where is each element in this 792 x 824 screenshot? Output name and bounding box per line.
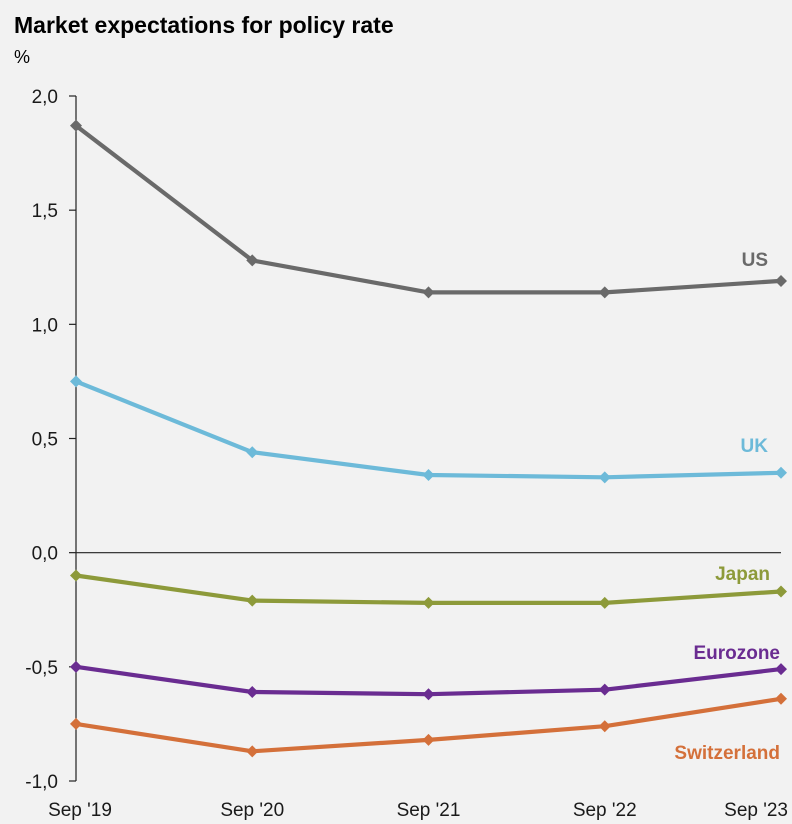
series-label-eurozone: Eurozone: [693, 643, 780, 664]
chart-title: Market expectations for policy rate: [14, 12, 394, 38]
y-tick-label: -1,0: [25, 772, 58, 793]
data-point-japan: [70, 569, 82, 582]
data-point-switzerland: [598, 720, 611, 733]
x-tick-label: Sep '22: [573, 800, 637, 821]
data-point-uk: [70, 375, 82, 388]
y-tick-label: 1,0: [32, 315, 58, 336]
x-tick-label: Sep '23: [724, 800, 788, 821]
data-point-us: [422, 286, 435, 299]
x-tick-label: Sep '21: [397, 800, 461, 821]
data-point-eurozone: [775, 663, 787, 676]
data-point-eurozone: [246, 685, 259, 698]
y-tick-label: 2,0: [32, 87, 58, 108]
data-point-switzerland: [422, 733, 435, 746]
data-point-switzerland: [246, 745, 259, 758]
data-point-japan: [422, 596, 435, 609]
data-point-eurozone: [422, 688, 435, 701]
series-label-us: US: [742, 250, 768, 271]
data-point-eurozone: [70, 660, 82, 673]
data-point-uk: [598, 471, 611, 484]
series-line-uk: [75, 379, 782, 480]
y-tick-label: 1,5: [32, 201, 58, 222]
data-point-switzerland: [775, 692, 787, 705]
data-point-us: [246, 254, 259, 267]
data-point-japan: [246, 594, 259, 607]
y-tick-label: 0,0: [32, 544, 58, 565]
data-point-japan: [598, 596, 611, 609]
x-tick-label: Sep '19: [48, 800, 112, 821]
y-axis-unit-label: %: [14, 47, 31, 67]
data-point-switzerland: [70, 717, 82, 730]
data-point-uk: [422, 469, 435, 482]
data-point-uk: [246, 446, 259, 459]
y-tick-label: -0,5: [25, 658, 58, 679]
data-point-us: [70, 119, 82, 132]
x-tick-label: Sep '20: [220, 800, 284, 821]
series-label-japan: Japan: [715, 564, 770, 585]
data-point-japan: [775, 585, 787, 598]
series-label-uk: UK: [741, 436, 769, 457]
y-tick-label: 0,5: [32, 430, 58, 451]
data-point-us: [598, 286, 611, 299]
data-point-uk: [775, 466, 787, 479]
series-label-switzerland: Switzerland: [674, 743, 780, 764]
data-point-us: [775, 274, 787, 287]
series-line-us: [74, 124, 782, 295]
data-point-eurozone: [598, 683, 611, 696]
